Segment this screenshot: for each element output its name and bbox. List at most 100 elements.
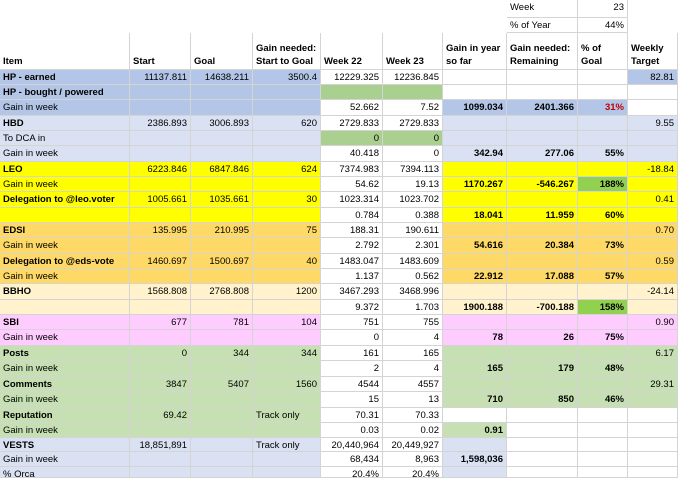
- posts_gain-needed[interactable]: [253, 361, 321, 377]
- reputation_gain-year[interactable]: 0.91: [443, 423, 507, 438]
- hbd_dca-w22[interactable]: 0: [321, 131, 383, 146]
- hp_gain-year[interactable]: 1099.034: [443, 100, 507, 116]
- bbho_gain-label[interactable]: [0, 300, 130, 315]
- sbi-needed[interactable]: 104: [253, 315, 321, 330]
- hp_bought-weekly[interactable]: [628, 85, 678, 100]
- reputation-needed[interactable]: Track only: [253, 408, 321, 423]
- reputation-w22[interactable]: 70.31: [321, 408, 383, 423]
- leo_deleg_gain-goal[interactable]: [191, 208, 253, 223]
- posts_gain-w23[interactable]: 4: [383, 361, 443, 377]
- hbd_gain-w23[interactable]: 0: [383, 146, 443, 162]
- edsi_gain-label[interactable]: Gain in week: [0, 238, 130, 254]
- sbi-w22[interactable]: 751: [321, 315, 383, 330]
- year-label[interactable]: % of Year: [507, 18, 578, 33]
- hbd_gain-w22[interactable]: 40.418: [321, 146, 383, 162]
- vests-weekly[interactable]: [628, 438, 678, 452]
- leo_gain-w23[interactable]: 19.13: [383, 177, 443, 192]
- comments-needed[interactable]: 1560: [253, 377, 321, 392]
- hbd_dca-label[interactable]: To DCA in: [0, 131, 130, 146]
- leo-start[interactable]: 6223.846: [130, 162, 191, 177]
- hp_gain-weekly[interactable]: [628, 100, 678, 116]
- leo_gain-pct[interactable]: 188%: [578, 177, 628, 192]
- bbho-w22[interactable]: 3467.293: [321, 284, 383, 300]
- bbho_gain-year[interactable]: 1900.188: [443, 300, 507, 315]
- sbi_gain-pct[interactable]: 75%: [578, 330, 628, 346]
- leo_deleg_gain-rem[interactable]: 11.959: [507, 208, 578, 223]
- hbd_dca-start[interactable]: [130, 131, 191, 146]
- bbho-weekly[interactable]: -24.14: [628, 284, 678, 300]
- hp_bought-start[interactable]: [130, 85, 191, 100]
- edsi_gain-goal[interactable]: [191, 238, 253, 254]
- vests_orca-label[interactable]: % Orca: [0, 467, 130, 478]
- vests_gain-start[interactable]: [130, 452, 191, 467]
- hbd_gain-label[interactable]: Gain in week: [0, 146, 130, 162]
- header-start[interactable]: Start: [130, 33, 191, 70]
- bbho-start[interactable]: 1568.808: [130, 284, 191, 300]
- vests_gain-label[interactable]: Gain in week: [0, 452, 130, 467]
- bbho-w23[interactable]: 3468.996: [383, 284, 443, 300]
- leo-pct[interactable]: [578, 162, 628, 177]
- header-pct-goal[interactable]: % of Goal: [578, 33, 628, 70]
- comments_gain-rem[interactable]: 850: [507, 392, 578, 408]
- bbho-label[interactable]: BBHO: [0, 284, 130, 300]
- hbd-label[interactable]: HBD: [0, 116, 130, 131]
- comments-start[interactable]: 3847: [130, 377, 191, 392]
- eds_deleg_gain-pct[interactable]: 57%: [578, 269, 628, 284]
- reputation_gain-rem[interactable]: [507, 423, 578, 438]
- vests_orca-pct[interactable]: [578, 467, 628, 478]
- vests_gain-weekly[interactable]: [628, 452, 678, 467]
- vests_gain-w22[interactable]: 68,434: [321, 452, 383, 467]
- edsi-goal[interactable]: 210.995: [191, 223, 253, 238]
- comments-w23[interactable]: 4557: [383, 377, 443, 392]
- leo_gain-weekly[interactable]: [628, 177, 678, 192]
- vests-w23[interactable]: 20,449,927: [383, 438, 443, 452]
- comments_gain-w23[interactable]: 13: [383, 392, 443, 408]
- hbd-w23[interactable]: 2729.833: [383, 116, 443, 131]
- hbd-pct[interactable]: [578, 116, 628, 131]
- hp_earned-year[interactable]: [443, 70, 507, 85]
- eds_deleg_gain-label[interactable]: Gain in week: [0, 269, 130, 284]
- vests_gain-pct[interactable]: [578, 452, 628, 467]
- header-week22[interactable]: Week 22: [321, 33, 383, 70]
- header-week23[interactable]: Week 23: [383, 33, 443, 70]
- sbi-rem[interactable]: [507, 315, 578, 330]
- eds_deleg_gain-needed[interactable]: [253, 269, 321, 284]
- vests_orca-w23[interactable]: 20.4%: [383, 467, 443, 478]
- reputation_gain-goal[interactable]: [191, 423, 253, 438]
- header-gain-remaining[interactable]: Gain needed: Remaining: [507, 33, 578, 70]
- posts-goal[interactable]: 344: [191, 346, 253, 361]
- eds_deleg_gain-goal[interactable]: [191, 269, 253, 284]
- comments_gain-label[interactable]: Gain in week: [0, 392, 130, 408]
- posts-year[interactable]: [443, 346, 507, 361]
- hbd_dca-weekly[interactable]: [628, 131, 678, 146]
- posts_gain-label[interactable]: Gain in week: [0, 361, 130, 377]
- sbi-start[interactable]: 677: [130, 315, 191, 330]
- hp_bought-w23[interactable]: [383, 85, 443, 100]
- edsi-rem[interactable]: [507, 223, 578, 238]
- hbd_dca-w23[interactable]: 0: [383, 131, 443, 146]
- comments-goal[interactable]: 5407: [191, 377, 253, 392]
- vests_orca-weekly[interactable]: [628, 467, 678, 478]
- leo_deleg-pct[interactable]: [578, 192, 628, 208]
- hbd_gain-needed[interactable]: [253, 146, 321, 162]
- leo-label[interactable]: LEO: [0, 162, 130, 177]
- posts-needed[interactable]: 344: [253, 346, 321, 361]
- comments-label[interactable]: Comments: [0, 377, 130, 392]
- comments_gain-weekly[interactable]: [628, 392, 678, 408]
- hp_bought-w22[interactable]: [321, 85, 383, 100]
- edsi_gain-year[interactable]: 54.616: [443, 238, 507, 254]
- hp_bought-goal[interactable]: [191, 85, 253, 100]
- header-item[interactable]: Item: [0, 33, 130, 70]
- hbd-needed[interactable]: 620: [253, 116, 321, 131]
- hp_bought-needed[interactable]: [253, 85, 321, 100]
- hbd_gain-year[interactable]: 342.94: [443, 146, 507, 162]
- leo_deleg_gain-weekly[interactable]: [628, 208, 678, 223]
- vests_gain-year[interactable]: 1,598,036: [443, 452, 507, 467]
- hp_gain-needed[interactable]: [253, 100, 321, 116]
- eds_deleg-label[interactable]: Delegation to @eds-vote: [0, 254, 130, 269]
- sbi-weekly[interactable]: 0.90: [628, 315, 678, 330]
- comments_gain-start[interactable]: [130, 392, 191, 408]
- reputation-label[interactable]: Reputation: [0, 408, 130, 423]
- hp_gain-start[interactable]: [130, 100, 191, 116]
- reputation-start[interactable]: 69.42: [130, 408, 191, 423]
